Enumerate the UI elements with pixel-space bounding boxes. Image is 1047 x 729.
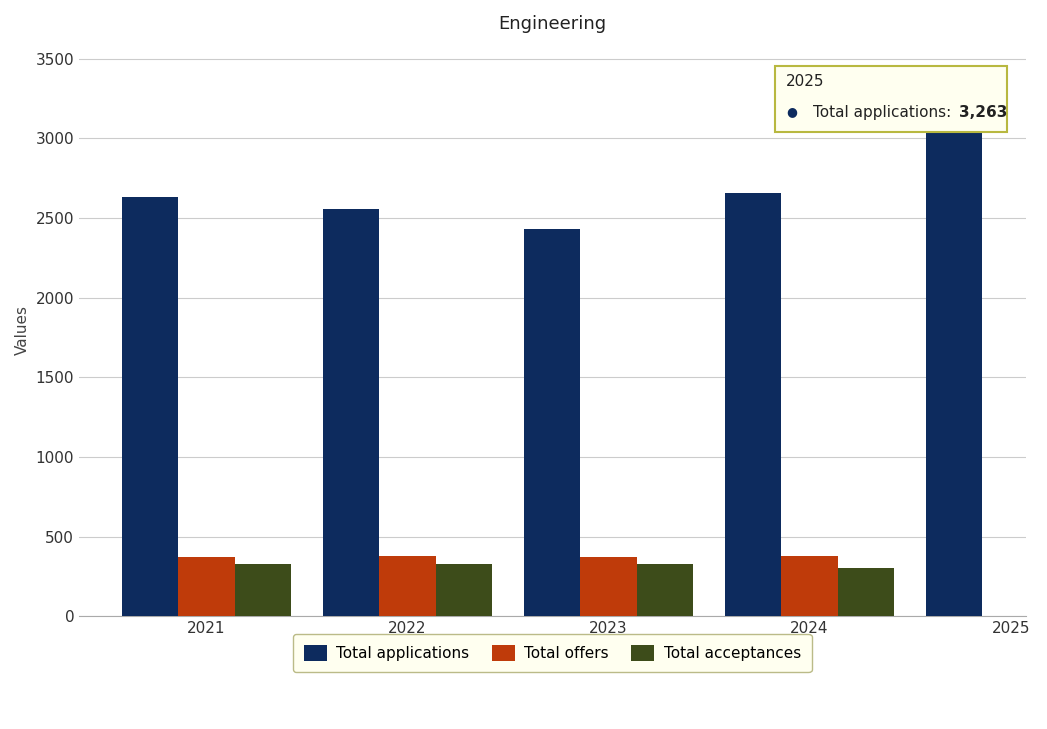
Bar <box>927 96 982 616</box>
Bar <box>436 564 492 616</box>
FancyBboxPatch shape <box>775 66 1006 132</box>
Text: 3,263: 3,263 <box>959 105 1007 120</box>
Bar <box>726 193 781 616</box>
Bar <box>178 557 235 616</box>
Bar <box>525 229 580 616</box>
Title: Engineering: Engineering <box>498 15 606 33</box>
Bar <box>235 564 291 616</box>
Legend: Total applications, Total offers, Total acceptances: Total applications, Total offers, Total … <box>293 634 811 671</box>
Bar <box>122 198 178 616</box>
Bar <box>637 564 693 616</box>
Text: 2025: 2025 <box>786 74 825 90</box>
Bar <box>838 568 894 616</box>
Bar <box>379 556 436 616</box>
Bar <box>781 556 838 616</box>
Bar <box>580 557 637 616</box>
Bar <box>324 209 379 616</box>
Text: ●: ● <box>786 105 797 118</box>
Text: Total applications:: Total applications: <box>812 105 956 120</box>
Y-axis label: Values: Values <box>15 305 30 354</box>
